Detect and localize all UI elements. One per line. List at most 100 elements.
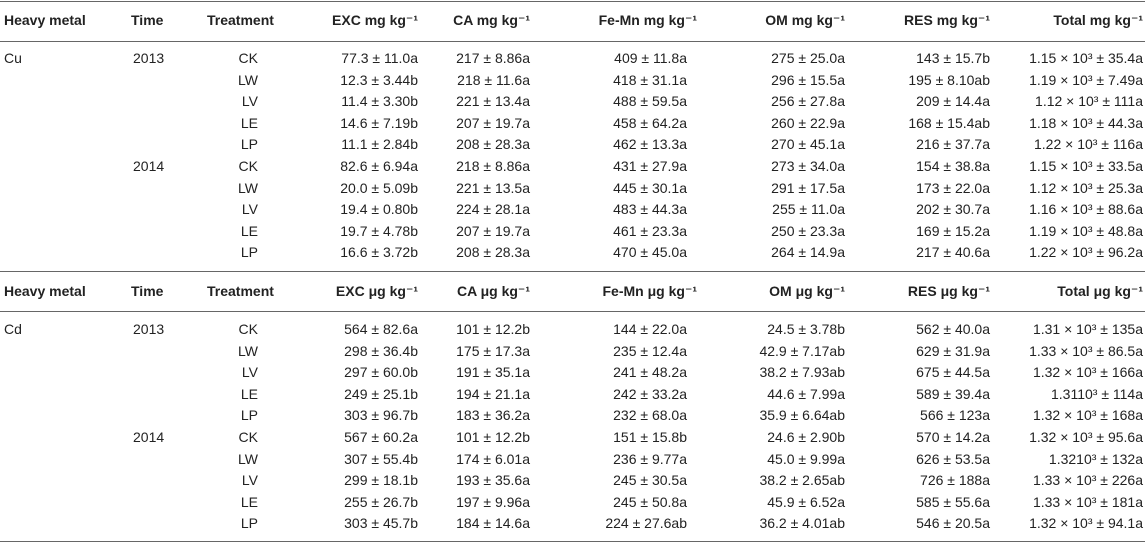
cell-value: 303 ± 96.7b xyxy=(344,407,418,424)
cell-value: 546 ± 20.5a xyxy=(916,515,990,532)
cell-value: 483 ± 44.3a xyxy=(613,201,687,218)
column-header: RES mg kg⁻¹ xyxy=(904,12,990,28)
column-header: Time xyxy=(131,12,164,28)
column-header: Treatment xyxy=(207,283,274,299)
cell-value: 564 ± 82.6a xyxy=(344,321,418,337)
cell-value: 208 ± 28.3a xyxy=(456,136,530,153)
cell-value: 236 ± 9.77a xyxy=(613,450,687,467)
cell-value: 38.2 ± 7.93ab xyxy=(759,364,845,381)
cell-value: 1.19 × 10³ ± 48.8a xyxy=(1029,222,1143,239)
column-header: Total mg kg⁻¹ xyxy=(1053,12,1143,28)
cell-value: 144 ± 22.0a xyxy=(613,321,687,337)
treatment: CK xyxy=(238,50,258,66)
cell-value: 45.0 ± 9.99a xyxy=(767,450,845,467)
cell-value: 303 ± 45.7b xyxy=(344,515,418,532)
treatment: LW xyxy=(238,179,258,196)
cell-value: 567 ± 60.2a xyxy=(344,429,418,445)
column-header: Total μg kg⁻¹ xyxy=(1057,283,1143,299)
rule xyxy=(0,541,1145,542)
cell-value: 45.9 ± 6.52a xyxy=(767,493,845,510)
cell-value: 431 ± 27.9a xyxy=(613,158,687,174)
cell-value: 209 ± 14.4a xyxy=(916,93,990,110)
column-header: EXC μg kg⁻¹ xyxy=(335,283,418,299)
cell-value: 1.33 × 10³ ± 86.5a xyxy=(1029,342,1143,359)
cell-value: 291 ± 17.5a xyxy=(771,179,845,196)
cell-value: 1.12 × 10³ ± 111a xyxy=(1035,93,1143,110)
cell-value: 191 ± 35.1a xyxy=(456,364,530,381)
cell-value: 1.32 × 10³ ± 168a xyxy=(1032,407,1143,424)
cell-value: 216 ± 37.7a xyxy=(916,136,990,153)
column-header: Treatment xyxy=(207,12,274,28)
cell-value: 255 ± 26.7b xyxy=(344,493,418,510)
cell-value: 1.32 × 10³ ± 94.1a xyxy=(1029,515,1143,532)
treatment: LP xyxy=(240,515,258,532)
cell-value: 11.4 ± 3.30b xyxy=(341,93,418,110)
cell-value: 1.18 × 10³ ± 44.3a xyxy=(1029,114,1143,131)
cell-value: 566 ± 123a xyxy=(920,407,990,424)
rule xyxy=(0,41,1145,42)
cell-value: 24.6 ± 2.90b xyxy=(767,429,845,445)
cell-value: 418 ± 31.1a xyxy=(613,71,687,88)
cell-value: 208 ± 28.3a xyxy=(456,244,530,261)
cell-value: 195 ± 8.10ab xyxy=(908,71,990,88)
cell-value: 16.6 ± 3.72b xyxy=(340,244,418,261)
treatment: LV xyxy=(241,472,258,489)
cell-value: 1.12 × 10³ ± 25.3a xyxy=(1029,179,1143,196)
treatment: CK xyxy=(238,429,258,445)
cell-value: 38.2 ± 2.65ab xyxy=(759,472,845,489)
cell-value: 183 ± 36.2a xyxy=(456,407,530,424)
cell-value: 218 ± 8.86a xyxy=(456,158,530,174)
cell-value: 224 ± 28.1a xyxy=(456,201,530,218)
treatment: LP xyxy=(240,136,258,153)
cell-value: 255 ± 11.0a xyxy=(772,201,845,218)
heavy-metal: Cu xyxy=(4,50,22,66)
cell-value: 19.4 ± 0.80b xyxy=(340,201,418,218)
cell-value: 19.7 ± 4.78b xyxy=(340,222,418,239)
cell-value: 1.16 × 10³ ± 88.6a xyxy=(1029,201,1143,218)
column-header: Fe-Mn mg kg⁻¹ xyxy=(598,12,697,28)
cell-value: 168 ± 15.4ab xyxy=(908,114,990,131)
cell-value: 1.32 × 10³ ± 166a xyxy=(1032,364,1143,381)
cell-value: 24.5 ± 3.78b xyxy=(767,321,845,337)
treatment: LW xyxy=(238,450,258,467)
cell-value: 36.2 ± 4.01ab xyxy=(759,515,845,532)
time: 2014 xyxy=(133,429,165,445)
cell-value: 260 ± 22.9a xyxy=(771,114,845,131)
column-header: OM mg kg⁻¹ xyxy=(765,12,845,28)
treatment: CK xyxy=(238,158,258,174)
cell-value: 298 ± 36.4b xyxy=(344,342,418,359)
cell-value: 629 ± 31.9a xyxy=(916,342,990,359)
treatment: LE xyxy=(240,222,258,239)
cell-value: 42.9 ± 7.17ab xyxy=(759,342,845,359)
cell-value: 12.3 ± 3.44b xyxy=(340,71,418,88)
time: 2014 xyxy=(133,158,165,174)
treatment: CK xyxy=(238,321,258,337)
cell-value: 184 ± 14.6a xyxy=(456,515,530,532)
cell-value: 273 ± 34.0a xyxy=(771,158,845,174)
cell-value: 675 ± 44.5a xyxy=(916,364,990,381)
cell-value: 626 ± 53.5a xyxy=(916,450,990,467)
cell-value: 1.15 × 10³ ± 33.5a xyxy=(1029,158,1143,174)
cell-value: 249 ± 25.1b xyxy=(344,385,418,402)
cell-value: 173 ± 22.0a xyxy=(916,179,990,196)
treatment: LV xyxy=(241,93,258,110)
cell-value: 1.22 × 10³ ± 96.2a xyxy=(1029,244,1143,261)
cell-value: 1.33 × 10³ ± 181a xyxy=(1032,493,1143,510)
cell-value: 143 ± 15.7b xyxy=(916,50,990,66)
cell-value: 35.9 ± 6.64ab xyxy=(759,407,845,424)
cell-value: 562 ± 40.0a xyxy=(916,321,990,337)
heavy-metal: Cd xyxy=(4,321,22,337)
cell-value: 264 ± 14.9a xyxy=(771,244,845,261)
rule xyxy=(0,1,1145,2)
cell-value: 1.32 × 10³ ± 95.6a xyxy=(1029,429,1143,445)
cell-value: 224 ± 27.6ab xyxy=(605,515,687,532)
cell-value: 207 ± 19.7a xyxy=(456,222,530,239)
cell-value: 307 ± 55.4b xyxy=(344,450,418,467)
treatment: LV xyxy=(241,364,258,381)
cell-value: 175 ± 17.3a xyxy=(456,342,530,359)
column-header: Heavy metal xyxy=(4,283,86,299)
cell-value: 409 ± 11.8a xyxy=(614,50,687,66)
cell-value: 202 ± 30.7a xyxy=(916,201,990,218)
cell-value: 589 ± 39.4a xyxy=(916,385,990,402)
